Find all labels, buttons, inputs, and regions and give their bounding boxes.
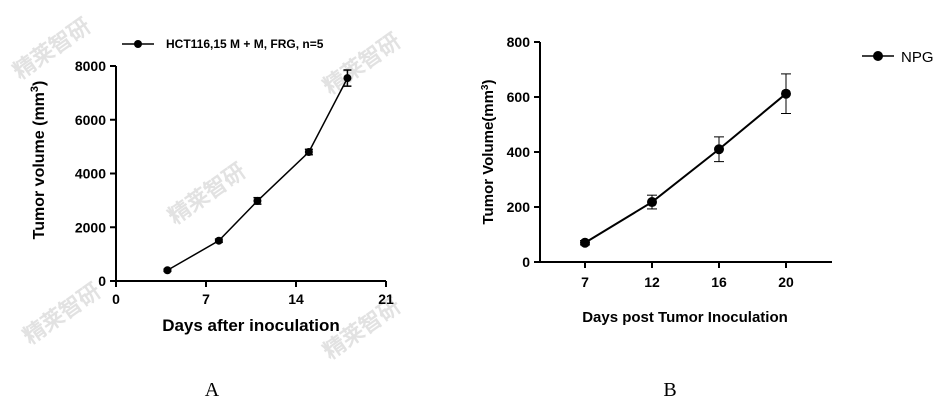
watermark-layer: 精莱智研 精莱智研 精莱智研 精莱智研 精莱智研 [9,13,406,365]
chart-a-data-point [163,266,172,275]
chart-b-series-line [584,92,787,244]
chart-b-data-point [781,88,791,99]
chart-b-x-tick-label: 7 [581,274,589,290]
chart-b-legend: NPG [862,49,934,66]
chart-a-y-tick-label: 2000 [75,219,106,235]
chart-a-data-point [304,148,313,156]
chart-a-y-axis-label: Tumor volume (mm3) [29,81,48,240]
chart-a: 0 2000 4000 6000 8000 0 7 14 21 HCT116,15 M + M,… [29,37,394,335]
chart-b-y-axis-label-main: Tumor Volume(mm [480,90,497,224]
chart-a-legend: HCT116,15 M + M, FRG, n=5 [122,37,324,51]
chart-b-y-tick-label: 400 [507,144,531,160]
chart-a-data-point [253,196,262,205]
chart-a-x-tick-label: 14 [288,291,304,307]
chart-a-x-axis-label: Days after inoculation [162,316,340,335]
chart-a-y-tick-label: 8000 [75,58,106,74]
chart-b-y-axis-label-end: ) [480,79,497,84]
chart-b-y-tick-label: 600 [507,89,531,105]
chart-a-series-line [167,77,349,271]
chart-b-x-tick-label: 20 [778,274,794,290]
chart-b-y-tick-label: 0 [522,254,530,270]
chart-a-legend-label: HCT116,15 M + M, FRG, n=5 [166,37,324,51]
chart-b-series [580,73,791,248]
chart-a-y-axis-label-end: ) [31,81,48,86]
chart-a-y-axis-label-main: Tumor volume (mm [31,92,48,239]
chart-a-y-tick-label: 0 [98,273,106,289]
chart-b-y-axis-label: Tumor Volume(mm3) [480,79,498,224]
panel-label-a: A [205,379,220,401]
chart-a-data-point [343,74,352,83]
chart-a-legend-marker [134,40,142,48]
watermark-text: 精莱智研 [9,13,96,85]
chart-a-x-tick-label: 21 [378,291,394,307]
chart-b-y-axis-label-sup: 3 [480,84,491,90]
chart-b-data-point [580,237,590,248]
panel-label-b: B [663,379,676,401]
chart-a-data-point [214,236,223,245]
chart-b-data-point [647,197,657,208]
chart-b-x-axis-label: Days post Tumor Inoculation [582,309,788,326]
chart-a-series [163,69,352,275]
chart-b-axes: 0 200 400 600 800 7 12 16 20 [507,34,832,290]
chart-b-x-tick-label: 12 [644,274,660,290]
chart-b-legend-marker [873,51,883,61]
watermark-text: 精莱智研 [19,278,106,350]
watermark-text: 精莱智研 [319,28,406,100]
chart-a-x-tick-label: 7 [202,291,210,307]
chart-b-x-tick-label: 16 [711,274,727,290]
chart-b-data-point [714,144,724,155]
watermark-text: 精莱智研 [164,158,251,230]
chart-a-y-tick-label: 6000 [75,112,106,128]
chart-a-x-tick-label: 0 [112,291,120,307]
chart-b-y-tick-label: 800 [507,34,531,50]
chart-a-axes: 0 2000 4000 6000 8000 0 7 14 21 [75,58,394,307]
chart-b-legend-label: NPG [901,49,934,66]
chart-b-y-tick-label: 200 [507,199,531,215]
chart-a-y-axis-label-sup: 3 [29,86,41,92]
chart-a-y-tick-label: 4000 [75,166,106,182]
chart-b: 0 200 400 600 800 7 12 16 20 NPG Days post Tumor… [480,34,934,326]
